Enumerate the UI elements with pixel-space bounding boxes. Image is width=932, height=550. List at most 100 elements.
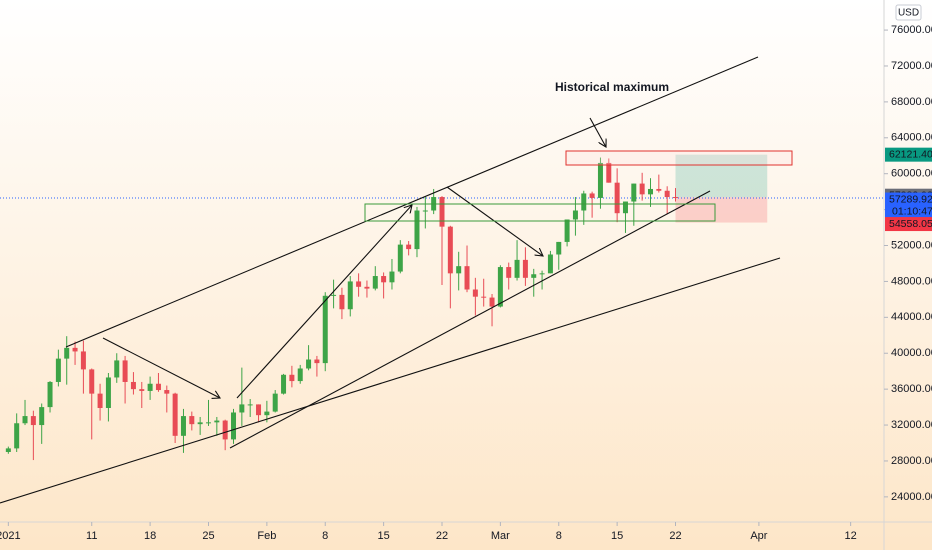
candle-body bbox=[139, 389, 145, 391]
y-tick-label: 40000.00 bbox=[891, 347, 932, 359]
x-tick-label: Apr bbox=[750, 530, 767, 542]
candle-body bbox=[281, 374, 287, 394]
x-tick-label: 18 bbox=[144, 530, 156, 542]
candle-body bbox=[256, 404, 262, 416]
candle-body bbox=[264, 411, 270, 416]
candle-body bbox=[414, 210, 420, 250]
candle-body bbox=[647, 188, 653, 195]
candle-body bbox=[631, 183, 637, 202]
arrow bbox=[102, 337, 220, 398]
candle-body bbox=[356, 281, 362, 287]
candle-body bbox=[180, 416, 186, 436]
candle-body bbox=[489, 297, 495, 307]
candle-body bbox=[597, 162, 603, 198]
candle-body bbox=[339, 294, 345, 310]
x-tick-label: 12 bbox=[845, 530, 857, 542]
arrow bbox=[589, 117, 606, 147]
candle-body bbox=[481, 296, 487, 298]
candle-body bbox=[14, 423, 20, 449]
resistance-zone bbox=[565, 150, 793, 166]
candle-body bbox=[547, 254, 553, 274]
candle-body bbox=[572, 210, 578, 220]
candle-body bbox=[289, 374, 295, 382]
candle-body bbox=[522, 259, 528, 278]
candle-body bbox=[622, 201, 628, 214]
candle-body bbox=[664, 190, 670, 198]
y-tick-label: 28000.00 bbox=[891, 455, 932, 467]
candle-body bbox=[222, 420, 228, 440]
candle-body bbox=[439, 197, 445, 227]
x-tick-label: 15 bbox=[611, 530, 623, 542]
candle-body bbox=[531, 274, 537, 278]
y-tick-label: 60000.00 bbox=[891, 168, 932, 180]
annotation: Historical maximum bbox=[555, 80, 669, 94]
candle-body bbox=[130, 381, 136, 390]
candle-body bbox=[22, 416, 28, 424]
candle-body bbox=[172, 393, 178, 436]
candle-body bbox=[72, 347, 78, 352]
candle-body bbox=[364, 286, 370, 289]
candle-body bbox=[247, 404, 253, 406]
candle-body bbox=[322, 295, 328, 364]
candle-body bbox=[497, 267, 503, 307]
candle-body bbox=[673, 197, 679, 199]
y-tick-label: 36000.00 bbox=[891, 383, 932, 395]
candle-body bbox=[155, 383, 161, 391]
y-tick-label: 24000.00 bbox=[891, 491, 932, 503]
candle-body bbox=[239, 404, 245, 413]
axes: 76000.00 72000.00 68000.00 64000.00 60000.00… bbox=[0, 24, 932, 542]
x-tick-label: 15 bbox=[377, 530, 389, 542]
candle-body bbox=[589, 193, 595, 198]
candle-body bbox=[30, 416, 36, 426]
x-tick-label: Mar bbox=[491, 530, 510, 542]
x-tick-label: 8 bbox=[556, 530, 562, 542]
x-tick-label: 22 bbox=[436, 530, 448, 542]
candle-body bbox=[5, 448, 11, 452]
candle-body bbox=[456, 266, 462, 274]
candle-body bbox=[205, 422, 211, 424]
stop-zone bbox=[675, 197, 768, 223]
y-tick-label: 72000.00 bbox=[891, 60, 932, 72]
candle-body bbox=[581, 193, 587, 211]
candle-body bbox=[347, 281, 353, 310]
candle-body bbox=[464, 266, 470, 290]
countdown: 01:10:47 bbox=[892, 205, 932, 217]
candle-body bbox=[97, 393, 103, 408]
candle-body bbox=[381, 276, 387, 283]
drawings bbox=[0, 56, 793, 504]
candle-body bbox=[556, 241, 562, 255]
trend-line bbox=[229, 190, 711, 449]
candle-body bbox=[422, 210, 428, 212]
currency-button[interactable] bbox=[895, 4, 922, 21]
y-tick-label: 52000.00 bbox=[891, 239, 932, 251]
candle-body bbox=[189, 416, 195, 425]
candles bbox=[5, 157, 679, 461]
candle-body bbox=[406, 244, 412, 250]
candle-body bbox=[122, 360, 128, 382]
x-tick-label: 22 bbox=[669, 530, 681, 542]
x-tick-label: Feb bbox=[257, 530, 276, 542]
candle-body bbox=[272, 393, 278, 412]
price-label-box bbox=[885, 217, 932, 232]
candle-body bbox=[331, 294, 337, 296]
target-zone bbox=[675, 154, 768, 198]
candle-body bbox=[447, 226, 453, 274]
trend-line bbox=[65, 56, 759, 348]
y-tick-label: 48000.00 bbox=[891, 275, 932, 287]
candle-body bbox=[372, 276, 378, 289]
candle-body bbox=[197, 422, 203, 425]
currency[interactable]: USD bbox=[898, 8, 919, 19]
candle-body bbox=[164, 390, 170, 394]
candle-body bbox=[656, 188, 662, 191]
price-label: 54558.05 bbox=[889, 218, 932, 230]
candle-body bbox=[64, 347, 70, 359]
candle-body bbox=[614, 182, 620, 214]
y-tick-label: 76000.00 bbox=[891, 24, 932, 36]
y-tick-label: 68000.00 bbox=[891, 96, 932, 108]
candle-body bbox=[114, 360, 120, 378]
candle-body bbox=[314, 359, 320, 364]
candle-body bbox=[55, 358, 61, 382]
y-tick-label: 44000.00 bbox=[891, 311, 932, 323]
candle-body bbox=[39, 407, 45, 426]
